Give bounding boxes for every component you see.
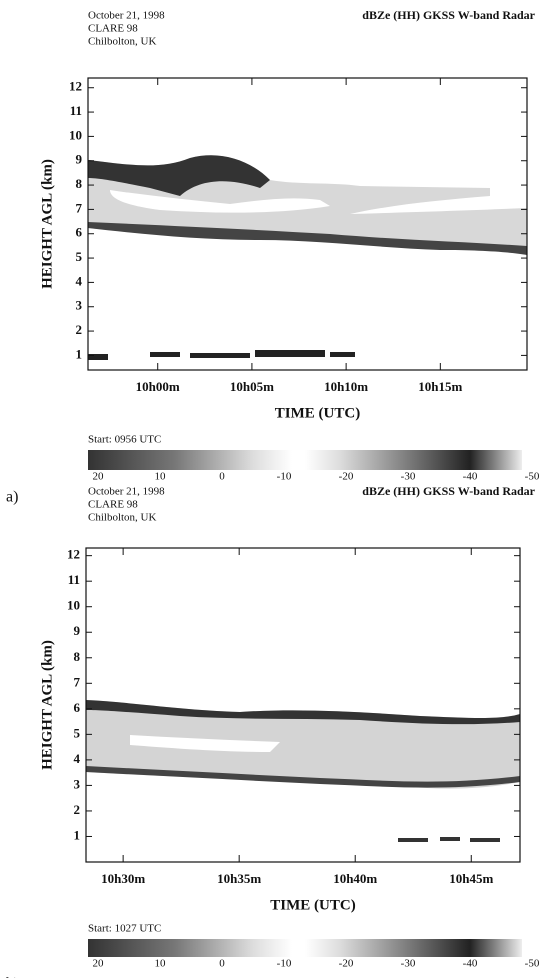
y-tick-label: 7 [74,674,81,689]
colorbar-tick-label: 0 [219,471,225,483]
y-tick-label: 10 [69,127,82,142]
colorbar-tick-label: -40 [463,958,478,970]
header-line: October 21, 1998 [88,10,165,22]
x-tick-label: 10h30m [101,871,145,886]
start-label: Start: 1027 UTC [88,923,161,935]
radar-echo [86,700,520,842]
y-tick-label: 12 [69,79,82,94]
colorbar-tick-label: 10 [155,958,167,970]
colorbar-tick-label: 0 [219,958,225,970]
x-tick-label: 10h10m [324,379,368,394]
y-tick-label: 11 [68,572,80,587]
x-tick-label: 10h15m [418,379,462,394]
chart-title: dBZe (HH) GKSS W-band Radar [362,484,535,498]
y-tick-label: 5 [74,725,81,740]
x-tick-label: 10h05m [230,379,274,394]
panel-label: b) [6,976,19,978]
header-line: CLARE 98 [88,23,138,35]
y-tick-label: 3 [74,776,81,791]
y-axis-label: HEIGHT AGL (km) [39,640,55,770]
start-label: Start: 0956 UTC [88,434,161,446]
y-tick-label: 9 [76,152,83,167]
colorbar [88,939,522,957]
x-tick-label: 10h35m [217,871,261,886]
y-tick-label: 8 [74,649,81,664]
chart-title: dBZe (HH) GKSS W-band Radar [362,8,535,22]
x-tick-label: 10h40m [333,871,377,886]
header-line: CLARE 98 [88,499,138,511]
y-tick-label: 2 [74,802,81,817]
x-axis-label: TIME (UTC) [275,405,360,421]
y-tick-label: 11 [70,103,82,118]
colorbar-tick-label: -50 [525,958,540,970]
y-tick-label: 4 [74,751,81,766]
colorbar-tick-label: 20 [93,958,105,970]
plot-frame [85,547,521,863]
y-tick-label: 12 [67,547,80,562]
y-tick-label: 10 [67,598,80,613]
y-tick-label: 3 [76,298,83,313]
y-tick-label: 2 [76,322,83,337]
y-axis-label: HEIGHT AGL (km) [39,159,55,289]
radar-echo [88,155,527,360]
header-line: Chilbolton, UK [88,512,157,524]
colorbar-tick-label: 20 [93,471,105,483]
y-tick-label: 6 [76,225,83,240]
y-tick-label: 7 [76,200,83,215]
y-tick-label: 8 [76,176,83,191]
y-tick-label: 6 [74,700,81,715]
header-line: Chilbolton, UK [88,36,157,48]
colorbar-tick-label: 10 [155,471,167,483]
y-tick-label: 9 [74,623,81,638]
header-line: October 21, 1998 [88,486,165,498]
colorbar-tick-label: -10 [277,471,292,483]
panel-label: a) [6,489,18,506]
plot-frame [87,77,528,371]
colorbar-tick-label: -30 [401,471,416,483]
colorbar [88,450,522,470]
colorbar-tick-label: -10 [277,958,292,970]
y-tick-label: 1 [76,346,83,361]
x-axis-label: TIME (UTC) [270,897,355,913]
x-tick-label: 10h00m [136,379,180,394]
y-tick-label: 5 [76,249,83,264]
x-tick-label: 10h45m [449,871,493,886]
colorbar-tick-label: -20 [339,958,354,970]
colorbar-tick-label: -40 [463,471,478,483]
colorbar-tick-label: -30 [401,958,416,970]
colorbar-tick-label: -20 [339,471,354,483]
y-tick-label: 4 [76,273,83,288]
y-tick-label: 1 [74,827,81,842]
colorbar-tick-label: -50 [525,471,540,483]
